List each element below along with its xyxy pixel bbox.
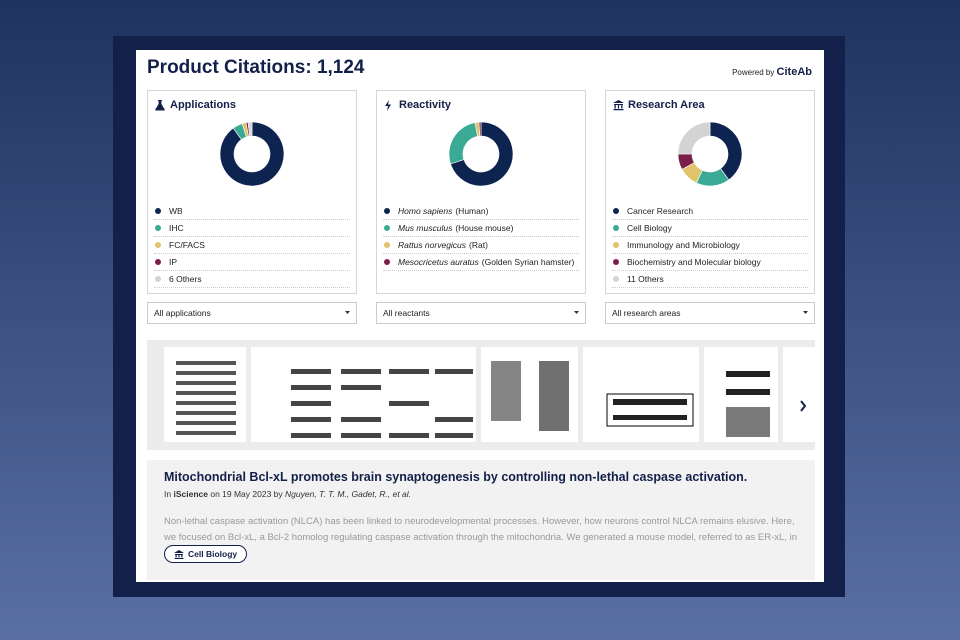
icon	[385, 99, 391, 111]
legend-item: FC/FACS	[154, 237, 350, 254]
caret	[574, 311, 579, 314]
card-header: Research Area	[613, 99, 705, 111]
legend-label: Immunology and Microbiology	[627, 240, 740, 250]
donut-chart	[448, 121, 514, 186]
donut-segment	[450, 121, 514, 186]
legend-common: (Rat)	[469, 240, 488, 250]
abstract: Non-lethal caspase activation (NLCA) has…	[164, 516, 797, 542]
legend-item: Mus musculus (House mouse)	[383, 220, 579, 237]
dropdown[interactable]: All research areas	[605, 302, 815, 324]
tag-label[interactable]: Cell Biology	[188, 549, 238, 559]
legend-item: IP	[154, 254, 350, 271]
card-title: Research Area	[628, 99, 705, 111]
donut-segment	[478, 121, 482, 137]
brand: CiteAb	[776, 66, 812, 78]
legend-item: 11 Others	[612, 271, 808, 288]
donut-chart	[219, 121, 285, 186]
dropdown-label: All applications	[154, 308, 211, 318]
thumbnail[interactable]	[251, 347, 476, 442]
legend-dot	[384, 259, 390, 265]
legend-label: IP	[169, 257, 178, 267]
article-meta: In iScience on 19 May 2023 by Nguyen, T.…	[164, 489, 411, 499]
meta-in: In	[164, 489, 172, 499]
legend-label: Mus musculus	[398, 223, 453, 233]
legend-item: 6 Others	[154, 271, 350, 288]
legend-item: Immunology and Microbiology	[612, 237, 808, 254]
legend-label: Cell Biology	[627, 223, 672, 233]
legend-dot	[613, 242, 619, 248]
legend-item: WB	[154, 203, 350, 220]
legend-dot	[155, 242, 161, 248]
meta-date: on 19 May 2023 by	[210, 489, 283, 499]
authors: Nguyen, T. T. M., Gadet, R., et al.	[285, 489, 412, 499]
legend-label: 6 Others	[169, 274, 202, 284]
legend-label: WB	[169, 206, 183, 216]
thumbnail[interactable]	[583, 347, 699, 442]
powered-text: Powered by	[732, 68, 775, 77]
image-strip[interactable]	[147, 340, 815, 450]
card: Research Area Cancer Research Cell Biology…	[605, 90, 815, 294]
legend-label: Mesocricetus auratus	[398, 257, 479, 267]
legend-dot	[613, 225, 619, 231]
legend-item: Cancer Research	[612, 203, 808, 220]
legend-label: Biochemistry and Molecular biology	[627, 257, 761, 267]
dropdown-label: All research areas	[612, 308, 681, 318]
legend-label: Rattus norvegicus	[398, 240, 467, 250]
legend-dot	[613, 259, 619, 265]
legend-item: IHC	[154, 220, 350, 237]
legend-dot	[384, 242, 390, 248]
legend-dot	[155, 276, 161, 282]
icon	[613, 99, 624, 110]
icon	[155, 99, 165, 110]
article-title[interactable]: Mitochondrial Bcl-xL promotes brain syna…	[164, 470, 748, 484]
legend-label: Cancer Research	[627, 206, 694, 216]
dropdown[interactable]: All applications	[147, 302, 357, 324]
thumbnail[interactable]	[704, 347, 778, 442]
thumbnail[interactable]	[481, 347, 578, 442]
card-header: Applications	[155, 99, 236, 111]
legend-item: Biochemistry and Molecular biology	[612, 254, 808, 271]
donut-segment	[219, 121, 285, 186]
card-title: Reactivity	[399, 99, 451, 111]
legend-common: (Human)	[455, 206, 489, 216]
legend-label: IHC	[169, 223, 184, 233]
legend-label: Homo sapiens	[398, 206, 453, 216]
card: Applications WB IHC FC/FACS IP 6 Others	[147, 90, 357, 294]
legend-dot	[155, 259, 161, 265]
tag[interactable]: Cell Biology	[164, 545, 248, 563]
legend-dot	[155, 208, 161, 214]
card: Reactivity Homo sapiens (Human) Mus musculu…	[376, 90, 586, 294]
legend-label: FC/FACS	[169, 240, 205, 250]
legend-dot	[155, 225, 161, 231]
legend-label: 11 Others	[627, 274, 664, 284]
legend-dot	[613, 208, 619, 214]
dropdown[interactable]: All reactants	[376, 302, 586, 324]
donut-segment	[448, 122, 478, 165]
legend-item: Mesocricetus auratus (Golden Syrian hamst…	[383, 254, 579, 271]
legend-common: (House mouse)	[455, 223, 514, 233]
legend-dot	[613, 276, 619, 282]
caret	[345, 311, 350, 314]
legend-common: (Golden Syrian hamster)	[481, 257, 575, 267]
donut-segment	[709, 121, 743, 181]
caret	[803, 311, 808, 314]
donut-chart	[677, 121, 743, 186]
article-card[interactable]: Mitochondrial Bcl-xL promotes brain syna…	[147, 460, 815, 580]
legend-item: Cell Biology	[612, 220, 808, 237]
thumbnail[interactable]	[164, 347, 246, 442]
card-header: Reactivity	[384, 99, 451, 111]
legend-item: Homo sapiens (Human)	[383, 203, 579, 220]
page-title: Product Citations: 1,124	[147, 57, 365, 78]
dropdown-label: All reactants	[383, 308, 430, 318]
legend-item: Rattus norvegicus (Rat)	[383, 237, 579, 254]
thumbnail[interactable]	[783, 347, 815, 442]
journal: iScience	[173, 489, 208, 499]
donut-segment	[677, 121, 711, 155]
legend-dot	[384, 225, 390, 231]
donut-segment	[247, 121, 253, 137]
powered-by: Powered by CiteAb	[700, 66, 812, 78]
legend-dot	[384, 208, 390, 214]
card-title: Applications	[170, 99, 237, 111]
